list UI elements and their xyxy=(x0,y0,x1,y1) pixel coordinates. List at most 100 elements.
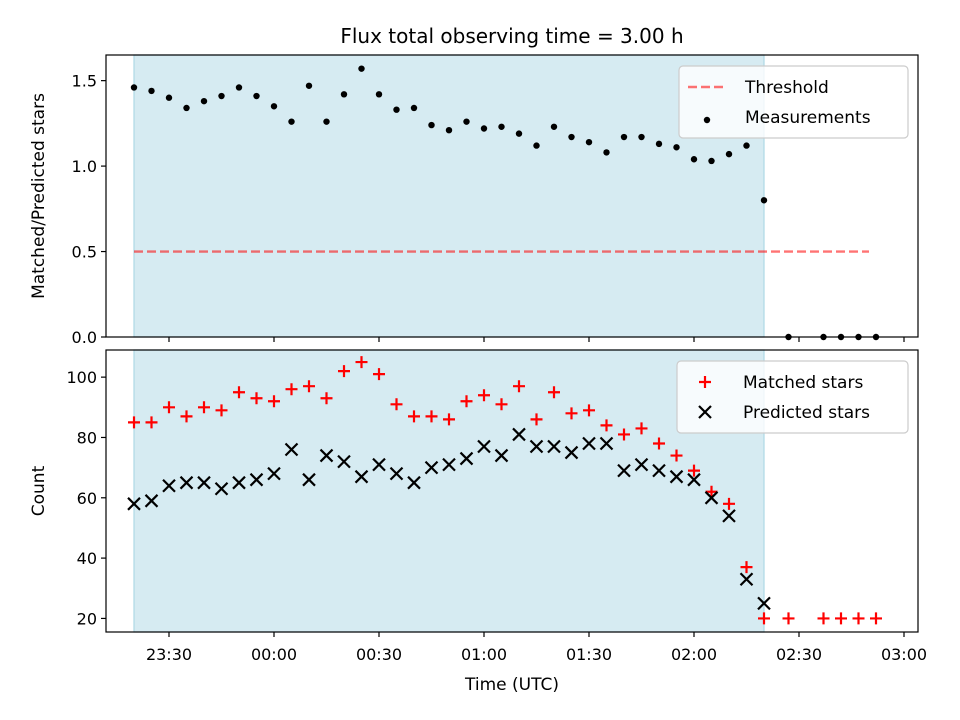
data-point xyxy=(284,442,299,457)
data-point xyxy=(550,123,558,130)
data-point xyxy=(393,106,400,113)
x-tick-label: 00:30 xyxy=(356,645,402,664)
y-axis-label: Count xyxy=(29,465,49,516)
data-point xyxy=(498,123,505,130)
data-point xyxy=(687,472,701,487)
data-point xyxy=(760,197,768,204)
data-point xyxy=(705,485,718,498)
axes-frame xyxy=(105,54,919,338)
data-point xyxy=(599,436,614,451)
data-point xyxy=(253,92,260,100)
data-point xyxy=(250,392,263,405)
axes-frame xyxy=(105,349,919,633)
y-axis-label: Matched/Predicted stars xyxy=(29,93,49,299)
data-point xyxy=(428,121,435,129)
data-point xyxy=(758,612,770,625)
data-point xyxy=(512,427,526,442)
data-point xyxy=(463,118,470,125)
legend-label: Predicted stars xyxy=(743,403,870,423)
series-predicted-stars xyxy=(127,427,771,611)
data-point xyxy=(533,142,540,149)
data-point xyxy=(635,422,648,435)
data-point xyxy=(478,389,490,402)
data-point xyxy=(148,87,155,95)
data-point xyxy=(215,404,228,417)
data-point xyxy=(128,416,140,429)
legend-handle xyxy=(703,116,711,124)
x-tick-label: 03:00 xyxy=(881,645,927,664)
data-point xyxy=(235,84,243,91)
data-point xyxy=(529,439,544,454)
data-point xyxy=(200,97,208,105)
data-point xyxy=(690,156,698,163)
data-point xyxy=(268,395,280,408)
data-point xyxy=(442,457,456,472)
data-point xyxy=(303,380,315,393)
data-point xyxy=(617,463,631,478)
data-point xyxy=(285,383,298,396)
data-point xyxy=(127,497,141,511)
data-point xyxy=(620,133,628,141)
y-tick-label: 40 xyxy=(77,549,97,568)
data-point xyxy=(270,103,278,110)
y-tick-label: 100 xyxy=(66,368,97,387)
data-point xyxy=(530,413,543,426)
data-point xyxy=(323,118,330,125)
data-point xyxy=(460,395,473,408)
data-point xyxy=(723,497,735,510)
data-point xyxy=(375,91,383,98)
data-point xyxy=(267,466,281,481)
data-point xyxy=(459,451,474,466)
data-point xyxy=(603,149,610,156)
observing-span xyxy=(133,349,765,633)
data-point xyxy=(670,449,683,462)
data-point xyxy=(144,494,159,508)
data-point xyxy=(218,92,225,100)
data-point xyxy=(424,460,439,475)
legend-box xyxy=(678,65,909,139)
data-point xyxy=(655,140,663,148)
data-point xyxy=(477,439,491,454)
legend-label: Measurements xyxy=(745,108,871,128)
data-point xyxy=(495,398,508,411)
data-point xyxy=(180,410,193,423)
data-point xyxy=(145,416,158,429)
x-tick-label: 23:30 xyxy=(146,645,192,664)
data-point xyxy=(583,404,595,417)
observing-span xyxy=(133,54,765,338)
data-point xyxy=(302,472,316,487)
data-point xyxy=(249,472,264,487)
legend-label: Threshold xyxy=(744,78,829,98)
legend-box xyxy=(676,360,909,434)
series-measurements xyxy=(130,65,880,341)
data-point xyxy=(337,454,351,469)
data-point xyxy=(163,401,175,414)
data-point xyxy=(548,386,560,399)
data-point xyxy=(305,82,313,89)
x-tick-label: 01:30 xyxy=(566,645,612,664)
data-point xyxy=(817,612,830,625)
data-point xyxy=(358,65,365,72)
data-point xyxy=(669,469,684,484)
data-point xyxy=(743,142,750,149)
data-point xyxy=(408,410,420,423)
data-point xyxy=(565,407,578,420)
data-point xyxy=(480,125,488,132)
data-point xyxy=(870,612,882,625)
data-point xyxy=(634,457,649,472)
data-point xyxy=(739,572,754,586)
data-point xyxy=(425,410,438,423)
data-point xyxy=(407,475,421,490)
data-point xyxy=(372,457,386,472)
data-point xyxy=(198,401,210,414)
y-tick-label: 0.5 xyxy=(72,243,97,262)
y-tick-label: 60 xyxy=(77,489,97,508)
data-point xyxy=(165,94,173,101)
data-point xyxy=(852,612,865,625)
top-panel: 0.0 0.5 1.0 1.5 Matched/Predicted stars Thres… xyxy=(29,54,919,347)
data-point xyxy=(183,104,190,112)
x-tick-label: 02:30 xyxy=(776,645,822,664)
data-point xyxy=(564,445,579,460)
data-point xyxy=(585,138,593,146)
